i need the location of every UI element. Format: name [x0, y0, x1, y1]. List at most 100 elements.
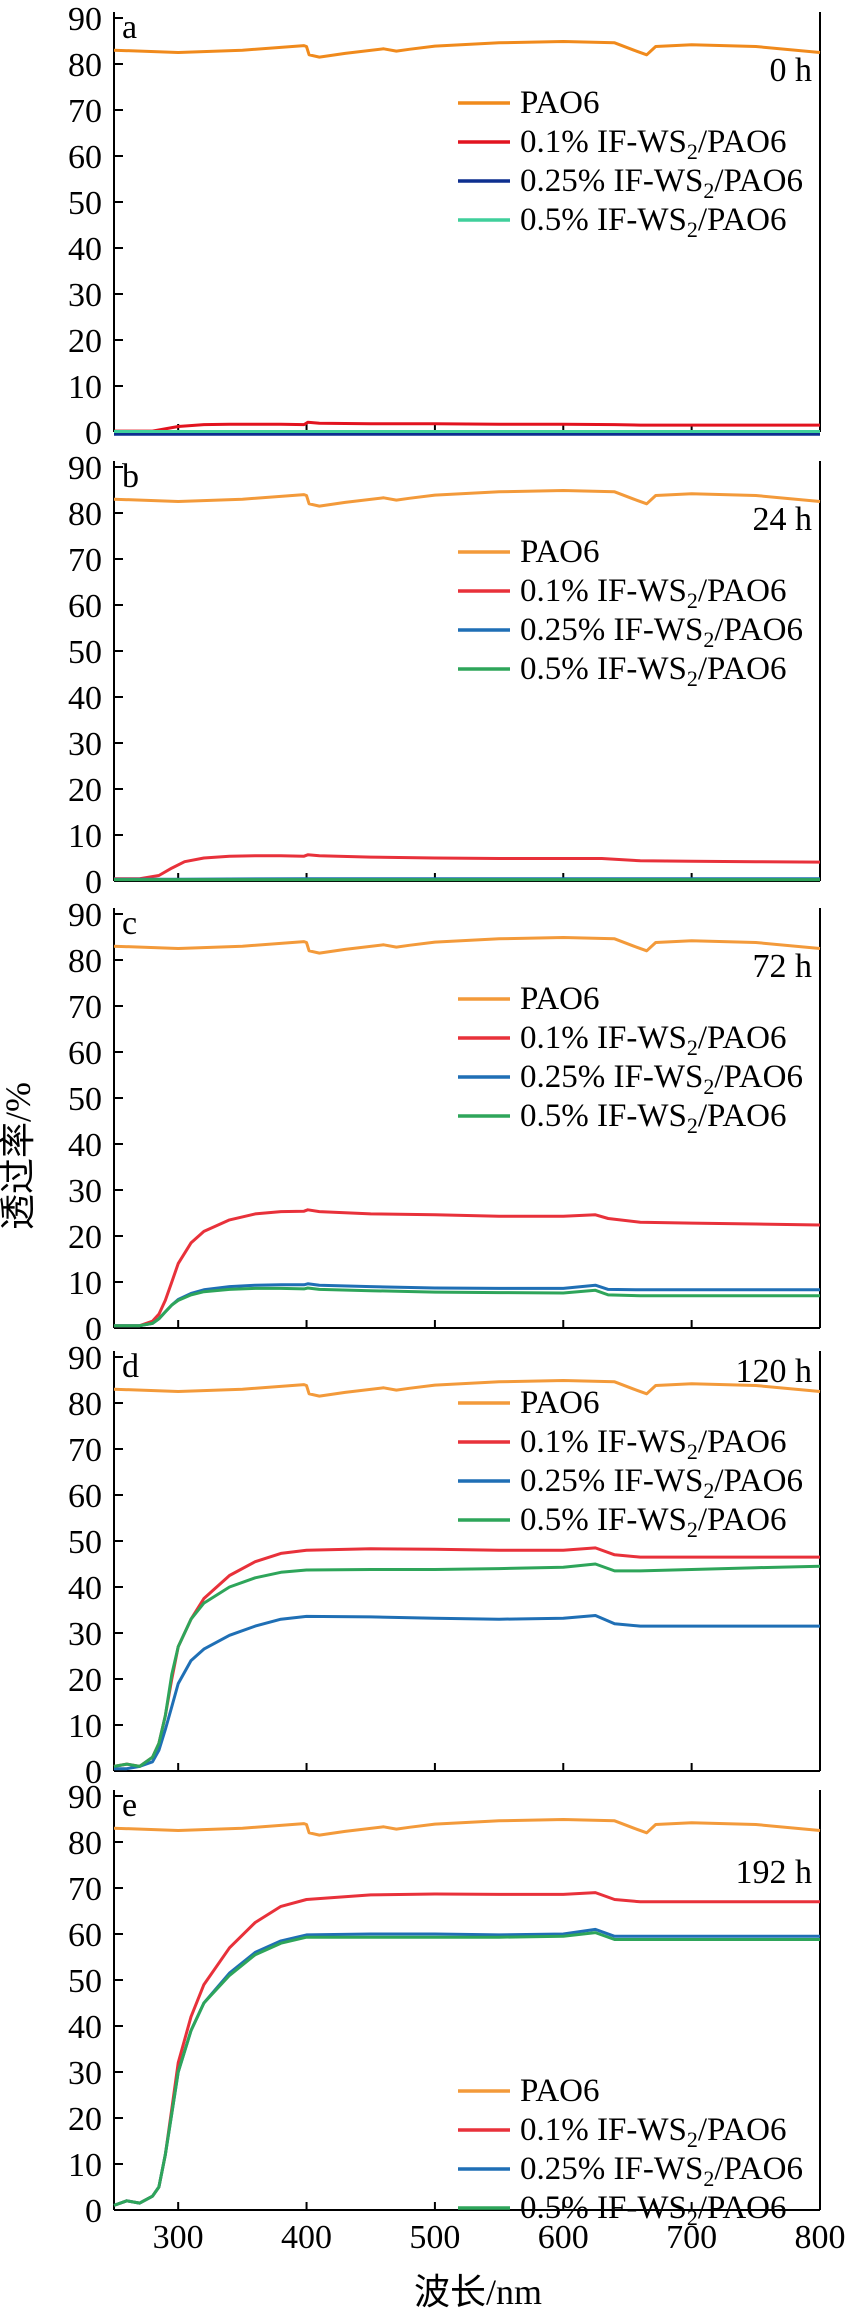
y-tick-label: 50: [68, 185, 102, 222]
y-tick-label: 60: [68, 588, 102, 625]
legend-entry: 0.25% IF-WS2/PAO6: [520, 1059, 803, 1099]
y-tick-label: 20: [68, 772, 102, 809]
y-tick-label: 20: [68, 2101, 102, 2138]
y-tick-label: 10: [68, 1265, 102, 1302]
y-tick-label: 0: [85, 2193, 102, 2230]
legend-entry: 0.1% IF-WS2/PAO6: [520, 124, 786, 164]
y-tick-label: 50: [68, 1524, 102, 1561]
y-tick-label: 10: [68, 369, 102, 406]
y-tick-label: 0: [85, 864, 102, 901]
y-axis-label: 透过率/%: [0, 1082, 38, 1230]
y-tick-label: 30: [68, 726, 102, 763]
series-line-1: [113, 489, 821, 508]
x-tick-label: 600: [538, 2219, 589, 2256]
y-tick-label: 0: [85, 415, 102, 452]
y-tick-label: 30: [68, 1173, 102, 1210]
legend-entry: 0.1% IF-WS2/PAO6: [520, 1424, 786, 1464]
time-label: 0 h: [770, 52, 813, 89]
y-tick-label: 90: [68, 450, 102, 487]
series-line-2: [114, 420, 820, 433]
legend-entry: 0.5% IF-WS2/PAO6: [520, 202, 786, 242]
series-line-3: [114, 1614, 820, 1771]
y-tick-label: 40: [68, 2009, 102, 2046]
x-axis: 300 400 500 600 700 800: [153, 2219, 846, 2256]
time-label: 120 h: [736, 1353, 813, 1390]
panel-letter: d: [122, 1348, 139, 1385]
y-tick-label: 30: [68, 277, 102, 314]
legend-entry: 0.25% IF-WS2/PAO6: [520, 612, 803, 652]
y-tick-label: 20: [68, 323, 102, 360]
legend-entry: 0.25% IF-WS2/PAO6: [520, 1463, 803, 1503]
panel-letter: b: [122, 458, 139, 495]
series-line-2: [114, 1208, 821, 1328]
y-tick-label: 90: [68, 897, 102, 934]
y-tick-label: 50: [68, 634, 102, 671]
y-tick-label: 40: [68, 680, 102, 717]
series-line-2: [114, 853, 821, 881]
series-line-1: [113, 1379, 821, 1398]
y-tick-label: 20: [68, 1662, 102, 1699]
legend-entry: PAO6: [520, 534, 600, 570]
legend-entry: PAO6: [520, 85, 600, 121]
y-tick-label: 90: [68, 1340, 102, 1377]
legend-entry: 0.5% IF-WS2/PAO6: [520, 1098, 786, 1138]
x-tick-label: 700: [666, 2219, 717, 2256]
y-tick-label: 10: [68, 1708, 102, 1745]
y-tick-label: 80: [68, 496, 102, 533]
series-line-1: [113, 936, 821, 955]
y-tick-label: 40: [68, 1127, 102, 1164]
panel-letter: a: [122, 9, 137, 46]
legend-entry: PAO6: [520, 981, 600, 1017]
time-label: 24 h: [753, 501, 813, 538]
y-tick-label: 80: [68, 1825, 102, 1862]
x-tick-label: 500: [409, 2219, 460, 2256]
y-tick-label: 80: [68, 47, 102, 84]
x-tick-label: 800: [795, 2219, 846, 2256]
legend-entry: 0.5% IF-WS2/PAO6: [520, 1502, 786, 1542]
legend-entry: 0.1% IF-WS2/PAO6: [520, 573, 786, 613]
y-tick-label: 70: [68, 93, 102, 130]
y-tick-label: 90: [68, 1, 102, 38]
time-label: 72 h: [753, 948, 813, 985]
time-label: 192 h: [736, 1854, 813, 1891]
series-line-4: [113, 1931, 820, 2207]
legend-entry: 0.1% IF-WS2/PAO6: [520, 1020, 786, 1060]
y-tick-label: 80: [68, 1386, 102, 1423]
legend-entry: 0.25% IF-WS2/PAO6: [520, 2151, 803, 2191]
legend-entry: 0.5% IF-WS2/PAO6: [520, 2190, 786, 2230]
series-line-4: [114, 1286, 820, 1328]
y-tick-label: 0: [85, 1754, 102, 1791]
y-tick-label: 40: [68, 1570, 102, 1607]
y-tick-label: 20: [68, 1219, 102, 1256]
y-tick-label: 90: [68, 1779, 102, 1816]
panel-letter: c: [122, 905, 137, 942]
series-line-1: [113, 1818, 821, 1837]
y-tick-label: 60: [68, 1917, 102, 1954]
legend-entry: 0.25% IF-WS2/PAO6: [520, 163, 803, 203]
y-tick-label: 30: [68, 1616, 102, 1653]
series-line-2: [113, 1546, 820, 1768]
y-tick-label: 50: [68, 1081, 102, 1118]
panel-letter: e: [122, 1787, 137, 1824]
legend-entry: PAO6: [520, 2073, 600, 2109]
y-tick-label: 60: [68, 1035, 102, 1072]
y-tick-label: 70: [68, 1432, 102, 1469]
y-tick-label: 0: [85, 1311, 102, 1348]
x-axis-label: 波长/nm: [414, 2272, 542, 2312]
series-line-4: [113, 1562, 821, 1768]
legend-entry: 0.5% IF-WS2/PAO6: [520, 651, 786, 691]
y-tick-label: 70: [68, 989, 102, 1026]
legend-entry: PAO6: [520, 1385, 600, 1421]
